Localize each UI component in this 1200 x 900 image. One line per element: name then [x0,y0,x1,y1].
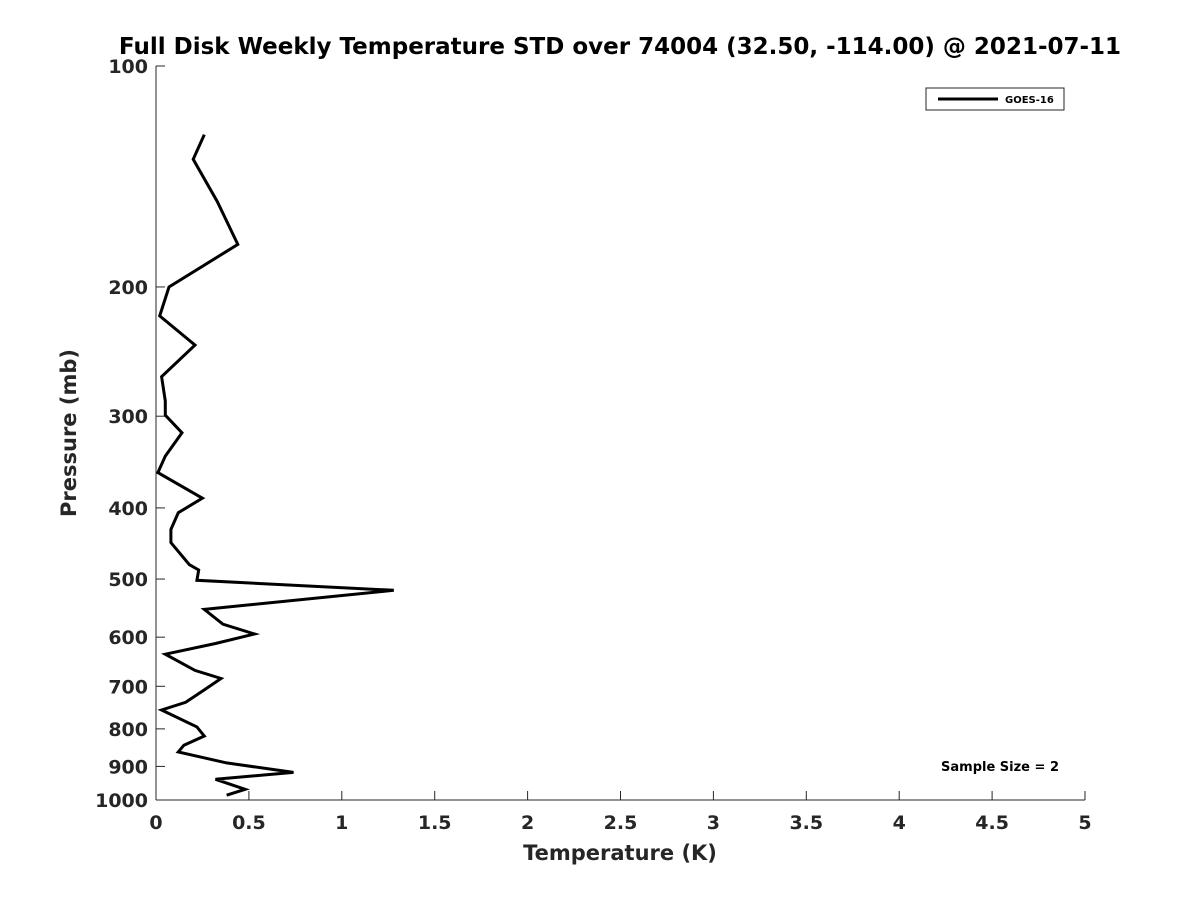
x-tick-label: 1.5 [418,812,452,834]
y-tick-label: 200 [108,277,148,299]
x-axis-label: Temperature (K) [523,841,717,865]
x-tick-label: 2 [521,812,534,834]
y-tick-label: 800 [108,719,148,741]
x-tick-label: 4 [893,812,906,834]
y-tick-label: 300 [108,406,148,428]
chart-title: Full Disk Weekly Temperature STD over 74… [119,34,1121,60]
y-tick-label: 700 [108,676,148,698]
legend: GOES-16 [925,87,1065,111]
legend-label-goes-16: GOES-16 [1005,95,1054,106]
y-tick-label: 600 [108,627,148,649]
y-axis-label: Pressure (mb) [57,349,81,517]
x-tick-label: 0 [149,812,162,834]
plot-area [155,66,1085,801]
sample-size-annotation: Sample Size = 2 [941,760,1059,775]
y-tick-label: 900 [108,756,148,778]
y-axis-ticks: 100 200 300 400 500 600 700 800 900 1000 [95,56,165,812]
x-tick-label: 4.5 [975,812,1009,834]
series-layer [155,133,394,797]
x-tick-label: 3.5 [789,812,823,834]
x-tick-label: 0.5 [232,812,266,834]
x-axis-ticks: 0 0.5 1 1.5 2 2.5 3 3.5 4 4.5 5 [149,791,1092,834]
x-tick-label: 2.5 [604,812,638,834]
y-tick-label: 1000 [95,790,148,812]
y-tick-label: 100 [108,56,148,78]
x-tick-label: 3 [707,812,720,834]
y-tick-label: 400 [108,498,148,520]
x-tick-label: 1 [335,812,348,834]
x-tick-label: 5 [1078,812,1091,834]
series-line-goes-16 [155,133,394,797]
y-tick-label: 500 [108,569,148,591]
